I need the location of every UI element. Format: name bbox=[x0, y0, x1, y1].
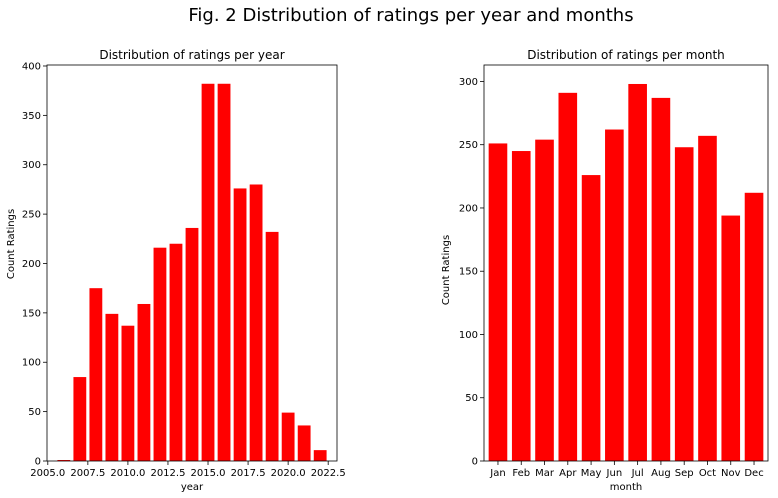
year-axes-frame bbox=[46, 64, 338, 462]
year-bar bbox=[105, 313, 119, 461]
year-y-tick-label: 300 bbox=[22, 160, 41, 171]
month-chart-title: Distribution of ratings per month bbox=[527, 48, 725, 62]
year-y-tick-label: 350 bbox=[22, 111, 41, 122]
month-x-tick-label: Dec bbox=[744, 468, 763, 479]
year-bar bbox=[121, 325, 135, 461]
year-bar bbox=[297, 425, 311, 461]
year-y-tick-label: 200 bbox=[22, 259, 41, 270]
month-y-tick-label: 200 bbox=[459, 203, 478, 214]
year-chart: Distribution of ratings per year year Co… bbox=[6, 48, 346, 493]
year-x-tick-label: 2017.5 bbox=[231, 468, 266, 479]
month-x-tick-label: Feb bbox=[512, 468, 530, 479]
year-bar bbox=[217, 83, 231, 461]
year-bar bbox=[73, 377, 87, 461]
month-bar bbox=[628, 83, 647, 462]
month-x-tick-label: Nov bbox=[721, 468, 741, 479]
year-bar bbox=[185, 227, 199, 461]
year-y-tick-label: 250 bbox=[22, 210, 41, 221]
month-y-tick-label: 250 bbox=[459, 140, 478, 151]
month-axes-frame bbox=[483, 64, 769, 462]
month-bar bbox=[674, 147, 694, 461]
year-x-tick-label: 2020.0 bbox=[271, 468, 306, 479]
year-bar bbox=[137, 303, 151, 461]
year-chart-title: Distribution of ratings per year bbox=[99, 48, 284, 62]
month-x-tick-label: Mar bbox=[535, 468, 555, 479]
year-x-tick-label: 2005.0 bbox=[30, 468, 65, 479]
month-chart: Distribution of ratings per month month … bbox=[441, 48, 769, 493]
figure-title: Fig. 2 Distribution of ratings per year … bbox=[188, 5, 633, 26]
year-bar bbox=[153, 247, 167, 461]
month-x-tick-label: May bbox=[581, 468, 602, 479]
month-bar bbox=[698, 135, 717, 461]
month-bar bbox=[744, 192, 764, 461]
month-x-tick-label: Jan bbox=[489, 468, 505, 479]
month-y-tick-label: 300 bbox=[459, 77, 478, 88]
month-bar bbox=[721, 215, 741, 461]
year-y-tick-label: 0 bbox=[35, 457, 41, 468]
month-bar bbox=[488, 143, 508, 461]
year-bar bbox=[265, 231, 279, 461]
year-y-tick-label: 400 bbox=[22, 61, 41, 72]
month-y-tick-label: 50 bbox=[465, 393, 478, 404]
month-bar bbox=[651, 97, 671, 462]
year-x-tick-label: 2007.5 bbox=[70, 468, 105, 479]
year-bar bbox=[89, 288, 103, 461]
month-bar bbox=[558, 92, 578, 461]
month-x-tick-label: Jul bbox=[631, 468, 644, 479]
year-y-tick-label: 150 bbox=[22, 308, 41, 319]
year-x-tick-label: 2010.0 bbox=[110, 468, 145, 479]
year-y-tick-label: 50 bbox=[28, 407, 41, 418]
year-bar bbox=[57, 460, 71, 461]
month-y-tick-label: 0 bbox=[472, 457, 478, 468]
year-bar bbox=[233, 188, 247, 461]
year-bar bbox=[169, 243, 183, 461]
year-bar bbox=[201, 83, 215, 461]
month-bar bbox=[511, 151, 531, 461]
year-y-tick-label: 100 bbox=[22, 358, 41, 369]
month-y-tick-label: 100 bbox=[459, 330, 478, 341]
month-x-tick-label: Oct bbox=[699, 468, 716, 479]
year-x-tick-label: 2012.5 bbox=[150, 468, 185, 479]
month-x-tick-label: Jun bbox=[606, 468, 623, 479]
year-bar bbox=[313, 450, 327, 461]
year-bar bbox=[249, 184, 263, 461]
month-chart-ylabel: Count Ratings bbox=[441, 235, 452, 305]
year-chart-xlabel: year bbox=[181, 482, 204, 493]
month-x-tick-label: Apr bbox=[559, 468, 577, 479]
year-chart-ylabel: Count Ratings bbox=[6, 209, 17, 279]
month-bar bbox=[581, 175, 601, 461]
year-x-tick-label: 2015.0 bbox=[191, 468, 226, 479]
year-x-tick-label: 2022.5 bbox=[311, 468, 346, 479]
month-bar bbox=[605, 129, 624, 461]
year-bar bbox=[281, 412, 295, 461]
month-x-tick-label: Sep bbox=[675, 468, 694, 479]
month-bar bbox=[535, 139, 554, 461]
month-x-tick-label: Aug bbox=[651, 468, 671, 479]
month-y-tick-label: 150 bbox=[459, 267, 478, 278]
month-chart-xlabel: month bbox=[610, 482, 642, 493]
